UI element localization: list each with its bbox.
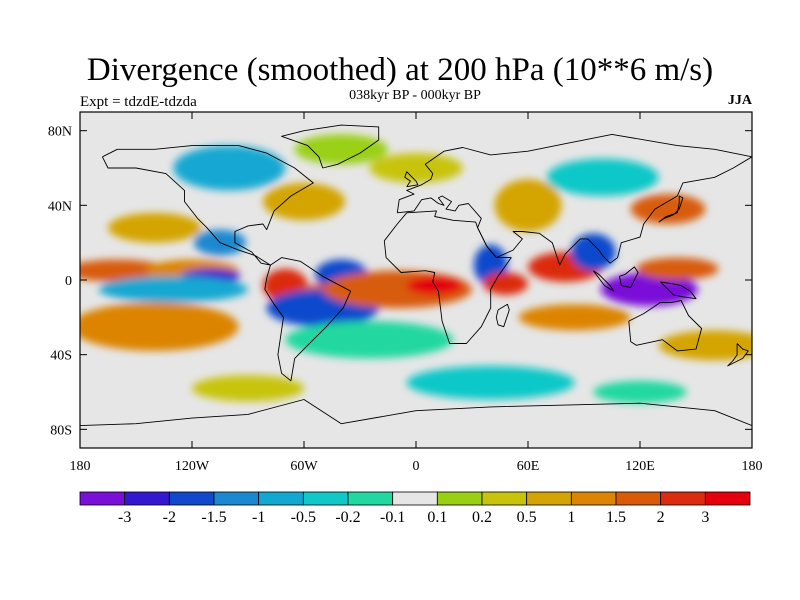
coast-eurasia bbox=[396, 133, 752, 266]
colorbar-label-12: 2 bbox=[657, 509, 665, 526]
field-region-23 bbox=[494, 179, 562, 232]
colorbar-label-2: -1.5 bbox=[201, 509, 226, 526]
field-region-20 bbox=[285, 321, 454, 359]
colorbar: -3 -2 -1.5 -1 -0.5 -0.2 -0.1 0.1 0.2 0.5 1 1.5 2 3 bbox=[79, 491, 751, 526]
coast-australia bbox=[628, 300, 703, 352]
colorbar-box-6 bbox=[347, 491, 394, 506]
coast-madagascar bbox=[495, 303, 510, 328]
map-axes: 180 120W 60W 0 60E 120E 180 80N 40N 0 40S 80S bbox=[48, 112, 763, 474]
x-tick-label-5: 120E bbox=[625, 459, 655, 474]
colorbar-box-10 bbox=[526, 491, 572, 506]
colorbar-box-4 bbox=[258, 491, 304, 506]
colorbar-label-1: -2 bbox=[163, 509, 176, 526]
season-label: JJA bbox=[727, 93, 752, 108]
field-region-30 bbox=[192, 375, 304, 402]
colorbar-box-2 bbox=[168, 491, 215, 506]
x-tick-label-3: 0 bbox=[413, 459, 420, 474]
field-region-21 bbox=[108, 212, 202, 243]
coast-borneo bbox=[619, 266, 639, 288]
chart-title: Divergence (smoothed) at 200 hPa (10**6 … bbox=[86, 52, 714, 88]
chart-subtitle: 038kyr BP - 000kyr BP bbox=[349, 88, 481, 103]
field-region-25 bbox=[294, 134, 389, 165]
coast-south-america bbox=[264, 257, 352, 382]
colorbar-label-3: -1 bbox=[252, 509, 265, 526]
coast-africa bbox=[383, 210, 512, 344]
colorbar-box-13 bbox=[660, 491, 706, 506]
colorbar-label-9: 0.5 bbox=[517, 509, 537, 526]
field-region-26 bbox=[369, 153, 463, 183]
colorbar-box-11 bbox=[570, 491, 617, 506]
y-tick-label-0: 80N bbox=[48, 125, 72, 140]
field-region-19 bbox=[658, 330, 752, 361]
x-tick-label-0: 180 bbox=[70, 459, 91, 474]
colorbar-box-14 bbox=[704, 491, 751, 506]
y-tick-label-3: 40S bbox=[50, 349, 72, 364]
map-area bbox=[80, 112, 752, 448]
y-tick-label-1: 40N bbox=[48, 199, 72, 214]
colorbar-box-3 bbox=[213, 491, 260, 506]
field-region-15 bbox=[600, 272, 698, 307]
field-region-3 bbox=[98, 276, 249, 303]
y-tick-label-2: 0 bbox=[65, 274, 72, 289]
colorbar-label-4: -0.5 bbox=[291, 509, 316, 526]
coast-new-guinea bbox=[660, 281, 697, 300]
colorbar-box-7 bbox=[392, 491, 438, 506]
field-region-16 bbox=[636, 257, 719, 280]
colorbar-label-8: 0.2 bbox=[472, 509, 492, 526]
colorbar-label-11: 1.5 bbox=[606, 509, 626, 526]
colorbar-box-1 bbox=[124, 491, 170, 506]
coast-antarctica bbox=[80, 399, 752, 427]
field-region-28 bbox=[173, 145, 286, 191]
colorbar-label-0: -3 bbox=[118, 509, 131, 526]
field-region-12 bbox=[483, 272, 528, 295]
coast-greenland bbox=[281, 124, 380, 169]
colorbar-label-6: -0.1 bbox=[380, 509, 405, 526]
divergence-field bbox=[80, 134, 752, 404]
field-region-0 bbox=[80, 259, 170, 282]
colorbar-box-0 bbox=[79, 491, 126, 506]
colorbar-label-10: 1 bbox=[567, 509, 575, 526]
colorbar-box-12 bbox=[615, 491, 662, 506]
x-tick-label-2: 60W bbox=[290, 459, 318, 474]
field-region-31 bbox=[593, 380, 687, 404]
colorbar-box-8 bbox=[436, 491, 483, 506]
x-tick-label-6: 180 bbox=[742, 459, 763, 474]
coast-sumatra bbox=[592, 270, 615, 292]
field-region-17 bbox=[80, 302, 239, 351]
colorbar-label-5: -0.2 bbox=[335, 509, 360, 526]
coast-north-america bbox=[101, 145, 314, 266]
x-tick-label-4: 60E bbox=[517, 459, 540, 474]
field-region-27 bbox=[546, 158, 659, 196]
colorbar-label-13: 3 bbox=[701, 509, 709, 526]
coast-japan bbox=[658, 195, 684, 223]
experiment-label: Expt = tdzdE-tdzda bbox=[80, 94, 197, 110]
coast-new-zealand bbox=[727, 343, 749, 367]
field-region-18 bbox=[518, 304, 631, 331]
coastlines bbox=[80, 124, 752, 427]
field-region-24 bbox=[630, 194, 706, 224]
colorbar-box-9 bbox=[481, 491, 528, 506]
y-tick-label-4: 80S bbox=[50, 423, 72, 438]
x-tick-label-1: 120W bbox=[175, 459, 210, 474]
field-region-14 bbox=[570, 233, 616, 271]
colorbar-box-5 bbox=[302, 491, 349, 506]
field-region-29 bbox=[406, 365, 575, 400]
coast-great-britain bbox=[404, 171, 419, 188]
colorbar-label-7: 0.1 bbox=[427, 509, 447, 526]
field-region-22 bbox=[262, 182, 346, 221]
